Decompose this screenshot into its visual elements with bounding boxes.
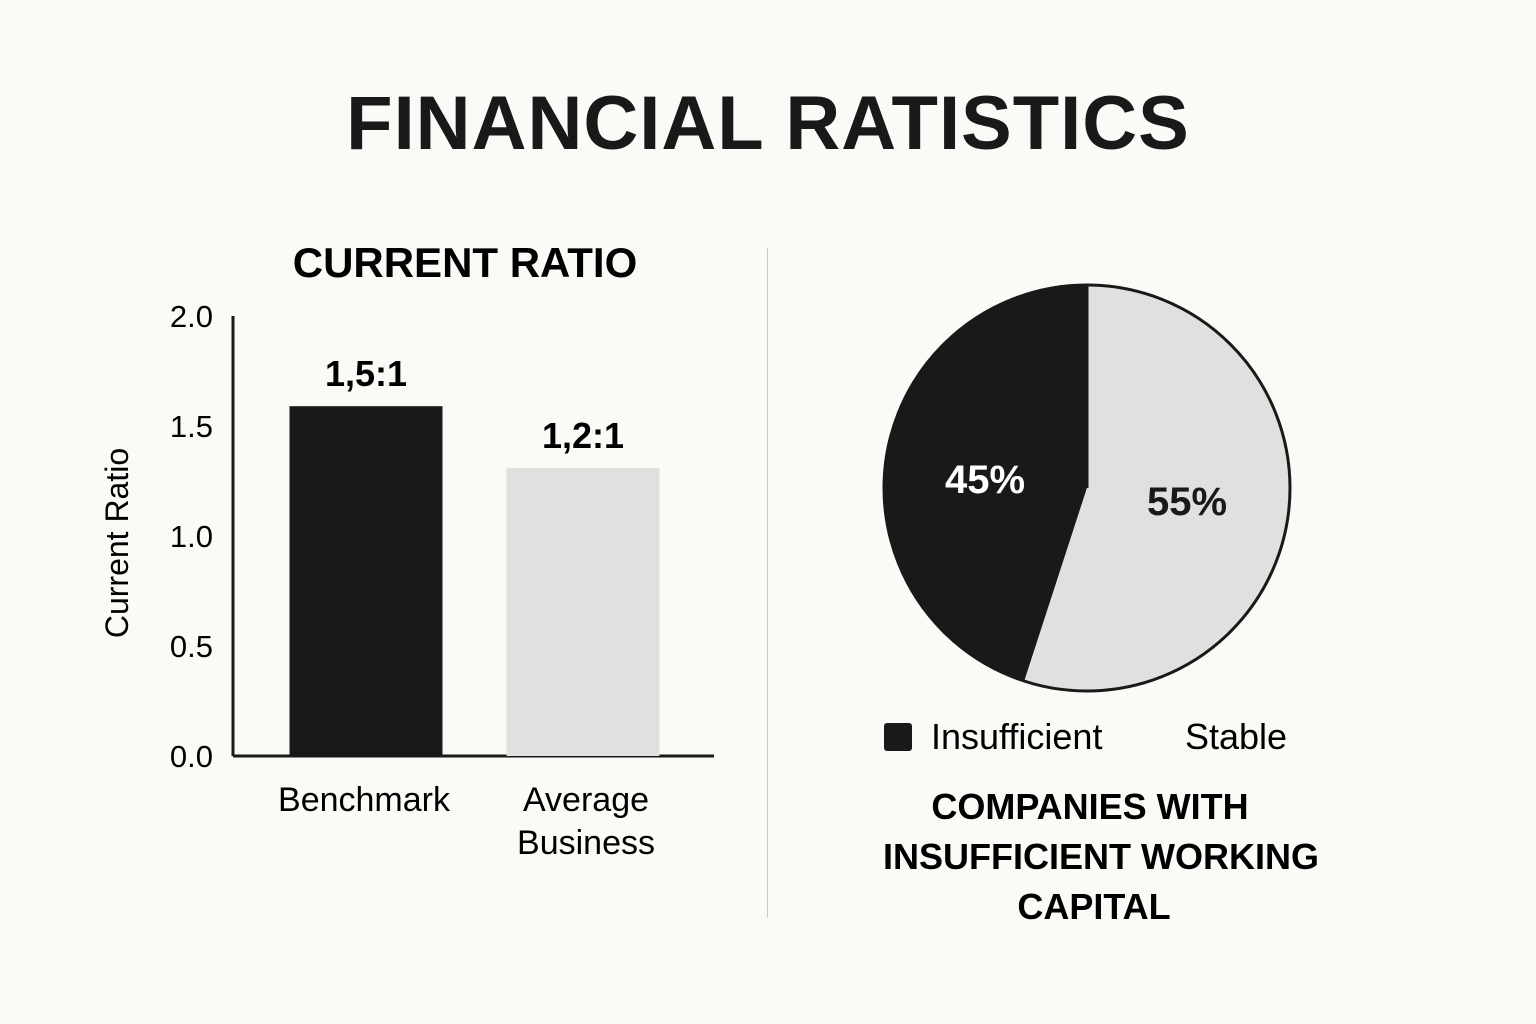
- pie-chart: 45% 55% Insufficient Stable COMPANIES WIT…: [882, 283, 1319, 927]
- pie-slice-stable: [1024, 285, 1291, 691]
- x-category-label: Average: [523, 781, 649, 819]
- bar-data-label: 1,5:1: [325, 353, 407, 394]
- pie-value-label: 55%: [1147, 480, 1227, 524]
- legend-swatch-insufficient: [884, 723, 912, 751]
- pie-legend: Insufficient Stable: [884, 716, 1287, 757]
- y-tick-label: 2.0: [170, 299, 213, 334]
- y-tick-label: 1.5: [170, 409, 213, 444]
- legend-label-insufficient: Insufficient: [931, 716, 1102, 757]
- pie-title-line-3: CAPITAL: [1017, 886, 1170, 927]
- y-ticks: 0.0 0.5 1.0 1.5 2.0: [170, 299, 213, 774]
- y-tick-label: 0.0: [170, 739, 213, 774]
- bars: 1,5:1 1,2:1: [289, 353, 660, 756]
- x-category-label: Business: [517, 824, 655, 862]
- pie-value-label: 45%: [945, 458, 1025, 502]
- y-tick-label: 0.5: [170, 629, 213, 664]
- panel-divider: [767, 248, 768, 918]
- bar-data-label: 1,2:1: [542, 415, 624, 456]
- bar-chart: CURRENT RATIO Current Ratio 0.0 0.5 1.0 1.5…: [99, 239, 714, 862]
- pie-outline: [882, 283, 1292, 693]
- pie-slice-insufficient: [884, 285, 1087, 682]
- pie-value-labels: 45% 55%: [945, 458, 1227, 524]
- legend-label-stable: Stable: [1185, 716, 1287, 757]
- category-labels: Benchmark Average Business: [278, 781, 655, 862]
- x-category-label: Benchmark: [278, 781, 451, 819]
- pie-slices: [884, 285, 1291, 691]
- bar-chart-title: CURRENT RATIO: [293, 239, 638, 286]
- page-title: FINANCIAL RATISTICS: [346, 81, 1190, 166]
- y-axis-label: Current Ratio: [99, 448, 135, 638]
- bar-average-business: [506, 467, 660, 756]
- y-tick-label: 1.0: [170, 519, 213, 554]
- pie-title-line-1: COMPANIES WITH: [931, 786, 1248, 827]
- bar-benchmark: [289, 406, 443, 756]
- pie-title-line-2: INSUFFICIENT WORKING: [883, 836, 1319, 877]
